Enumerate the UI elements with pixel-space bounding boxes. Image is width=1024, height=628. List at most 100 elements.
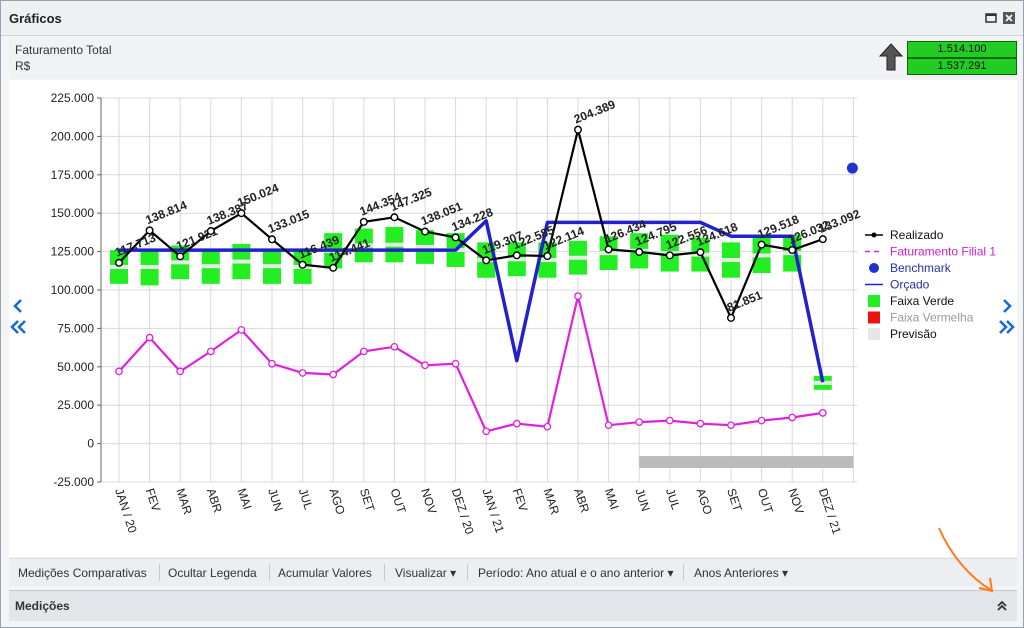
filial-point xyxy=(268,359,276,368)
series-line-orcado xyxy=(119,219,825,383)
anos-anteriores-dropdown[interactable]: Anos Anteriores ▾ xyxy=(694,566,789,580)
chart-header: Faturamento Total R$ 1.514.100 1.537.291 xyxy=(9,37,1017,79)
filial-point xyxy=(696,419,705,428)
filial-point xyxy=(298,369,307,377)
filial-point xyxy=(604,421,613,430)
close-icon[interactable] xyxy=(1002,11,1016,25)
faixa-verde-mark xyxy=(538,258,557,263)
filial-point xyxy=(115,367,123,376)
realizado-data-label: 147.325 xyxy=(388,185,434,214)
realizado-point xyxy=(298,260,307,269)
chart-unit: R$ xyxy=(15,59,31,73)
x-tick-label: NOV xyxy=(418,487,439,516)
toolbar-divider xyxy=(269,564,270,581)
realizado-point xyxy=(574,125,583,134)
filial-point xyxy=(665,416,674,425)
double-chevron-left-icon[interactable] xyxy=(10,320,28,334)
realizado-point xyxy=(451,233,460,242)
annotation-arrow xyxy=(938,527,994,593)
realizado-point xyxy=(635,247,644,256)
restore-icon[interactable] xyxy=(984,11,998,25)
legend-swatch-box xyxy=(868,295,880,307)
x-tick-label: AGO xyxy=(326,487,348,517)
y-tick-label: 225.000 xyxy=(51,91,95,105)
realizado-point xyxy=(543,252,552,261)
x-tick-label: DEZ / 20 xyxy=(449,487,477,537)
realizado-point xyxy=(788,246,797,255)
filial-point xyxy=(237,326,246,334)
realizado-point xyxy=(390,213,399,222)
x-tick-label: JUN xyxy=(632,487,653,514)
realizado-point xyxy=(818,235,827,244)
realizado-point xyxy=(176,252,185,261)
chart-area: -25.000 0 25.000 50.000 75.000 100.000 125.000… xyxy=(9,80,1017,557)
legend-entry-label: Faixa Vermelha xyxy=(890,311,974,325)
arrow-up-icon xyxy=(879,43,903,71)
filial-point xyxy=(727,421,735,430)
medicoes-label: Medições xyxy=(15,599,70,613)
realizado-point xyxy=(359,217,368,226)
faixa-verde-mark xyxy=(385,242,404,247)
faixa-verde-mark xyxy=(813,380,832,385)
filial-point xyxy=(512,419,521,428)
periodo-label: Período: Ano atual e o ano anterior xyxy=(478,566,665,580)
previsao-bar xyxy=(639,456,854,469)
realizado-point xyxy=(512,251,521,260)
y-tick-label: 25.000 xyxy=(57,398,94,412)
realizado-data-label: 150.024 xyxy=(235,181,281,210)
x-tick-label: OUT xyxy=(755,487,776,516)
realizado-point xyxy=(604,245,613,254)
faixa-verde-mark xyxy=(171,260,190,265)
visualizar-dropdown[interactable]: Visualizar ▾ xyxy=(395,566,457,580)
x-tick-label: JAN / 21 xyxy=(479,487,507,535)
filial-point xyxy=(482,427,491,436)
realizado-point xyxy=(206,227,215,236)
double-chevron-right-icon[interactable] xyxy=(997,320,1015,334)
x-tick-label: MAR xyxy=(173,487,195,517)
y-tick-label: -25.000 xyxy=(53,475,94,489)
series-line-filial xyxy=(118,295,823,433)
filial-point xyxy=(359,347,368,356)
double-chevron-up-icon[interactable] xyxy=(996,600,1008,612)
filial-point xyxy=(451,359,460,368)
ocultar-legenda-button[interactable]: Ocultar Legenda xyxy=(168,566,257,580)
realizado-point xyxy=(145,226,154,235)
window-titlebar: Gráficos xyxy=(1,1,1023,36)
x-tick-label: SET xyxy=(724,487,745,514)
filial-point xyxy=(635,418,644,426)
realizado-point xyxy=(268,235,277,244)
chart-subtitle: Faturamento Total xyxy=(15,43,112,57)
legend-entry-label: Faixa Verde xyxy=(890,294,954,308)
realizado-data-label: 133.015 xyxy=(266,207,312,236)
y-tick-label: 0 xyxy=(87,437,94,451)
realizado-point xyxy=(482,256,491,265)
legend-swatch-realizado-dot xyxy=(871,232,877,238)
realizado-point xyxy=(727,313,736,322)
kpi-value-top: 1.514.100 xyxy=(907,41,1017,58)
faixa-verde-mark xyxy=(752,253,771,258)
acumular-valores-button[interactable]: Acumular Valores xyxy=(278,566,372,580)
filial-point xyxy=(788,413,797,422)
realizado-data-label: 133.092 xyxy=(817,207,863,236)
visualizar-label: Visualizar xyxy=(395,566,447,580)
faixa-verde-mark xyxy=(110,264,128,269)
chevron-right-icon[interactable] xyxy=(1001,299,1013,313)
chevron-left-icon[interactable] xyxy=(12,299,24,313)
filial-point xyxy=(574,292,582,300)
legend-swatch-box xyxy=(868,328,880,340)
medicoes-panel-header[interactable]: Medições xyxy=(9,590,1017,621)
realizado-data-label: 204.389 xyxy=(572,97,618,126)
chart-svg: -25.000 0 25.000 50.000 75.000 100.000 125.000… xyxy=(51,91,997,537)
medicoes-comparativas-button[interactable]: Medições Comparativas xyxy=(18,566,147,580)
realizado-point xyxy=(757,240,766,249)
toolbar-divider xyxy=(683,564,684,581)
filial-point xyxy=(390,342,399,351)
periodo-dropdown[interactable]: Período: Ano atual e o ano anterior ▾ xyxy=(478,566,674,580)
y-tick-label: 150.000 xyxy=(51,206,95,220)
realizado-point xyxy=(237,209,246,218)
anos-anteriores-label: Anos Anteriores xyxy=(694,566,779,580)
x-tick-label: MAR xyxy=(541,487,563,517)
x-tick-label: ABR xyxy=(571,487,592,515)
x-tick-label: FEV xyxy=(510,487,531,514)
